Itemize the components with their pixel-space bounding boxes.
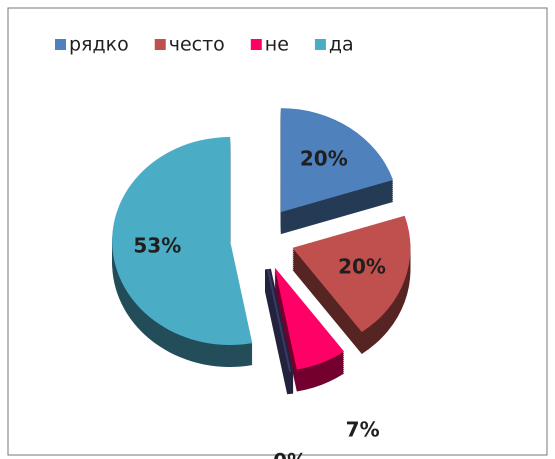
legend-swatch xyxy=(314,39,326,50)
legend-label: не xyxy=(265,34,289,56)
chart-frame xyxy=(7,7,548,456)
slice: 20% xyxy=(280,108,394,235)
legend: рядко често не да xyxy=(55,34,354,56)
value-label: 53% xyxy=(133,234,181,258)
slice: 20% xyxy=(292,215,411,355)
legend-label: да xyxy=(329,34,354,56)
value-label: 7% xyxy=(346,417,380,441)
legend-swatch xyxy=(154,39,166,50)
slice-top xyxy=(112,137,253,346)
slice-top xyxy=(274,267,345,370)
slice: 7% xyxy=(274,267,380,441)
slice-top xyxy=(267,269,292,372)
value-label: 20% xyxy=(338,254,386,278)
legend-label: често xyxy=(169,34,225,56)
slice: 0% xyxy=(264,268,307,459)
legend-label: рядко xyxy=(69,34,129,56)
slice: 53% xyxy=(112,137,253,368)
legend-swatch xyxy=(250,39,262,50)
legend-swatch xyxy=(55,39,66,50)
value-label: 20% xyxy=(300,146,348,170)
slice-top xyxy=(292,215,411,333)
value-label: 0% xyxy=(273,449,307,459)
slice-top xyxy=(280,108,394,213)
